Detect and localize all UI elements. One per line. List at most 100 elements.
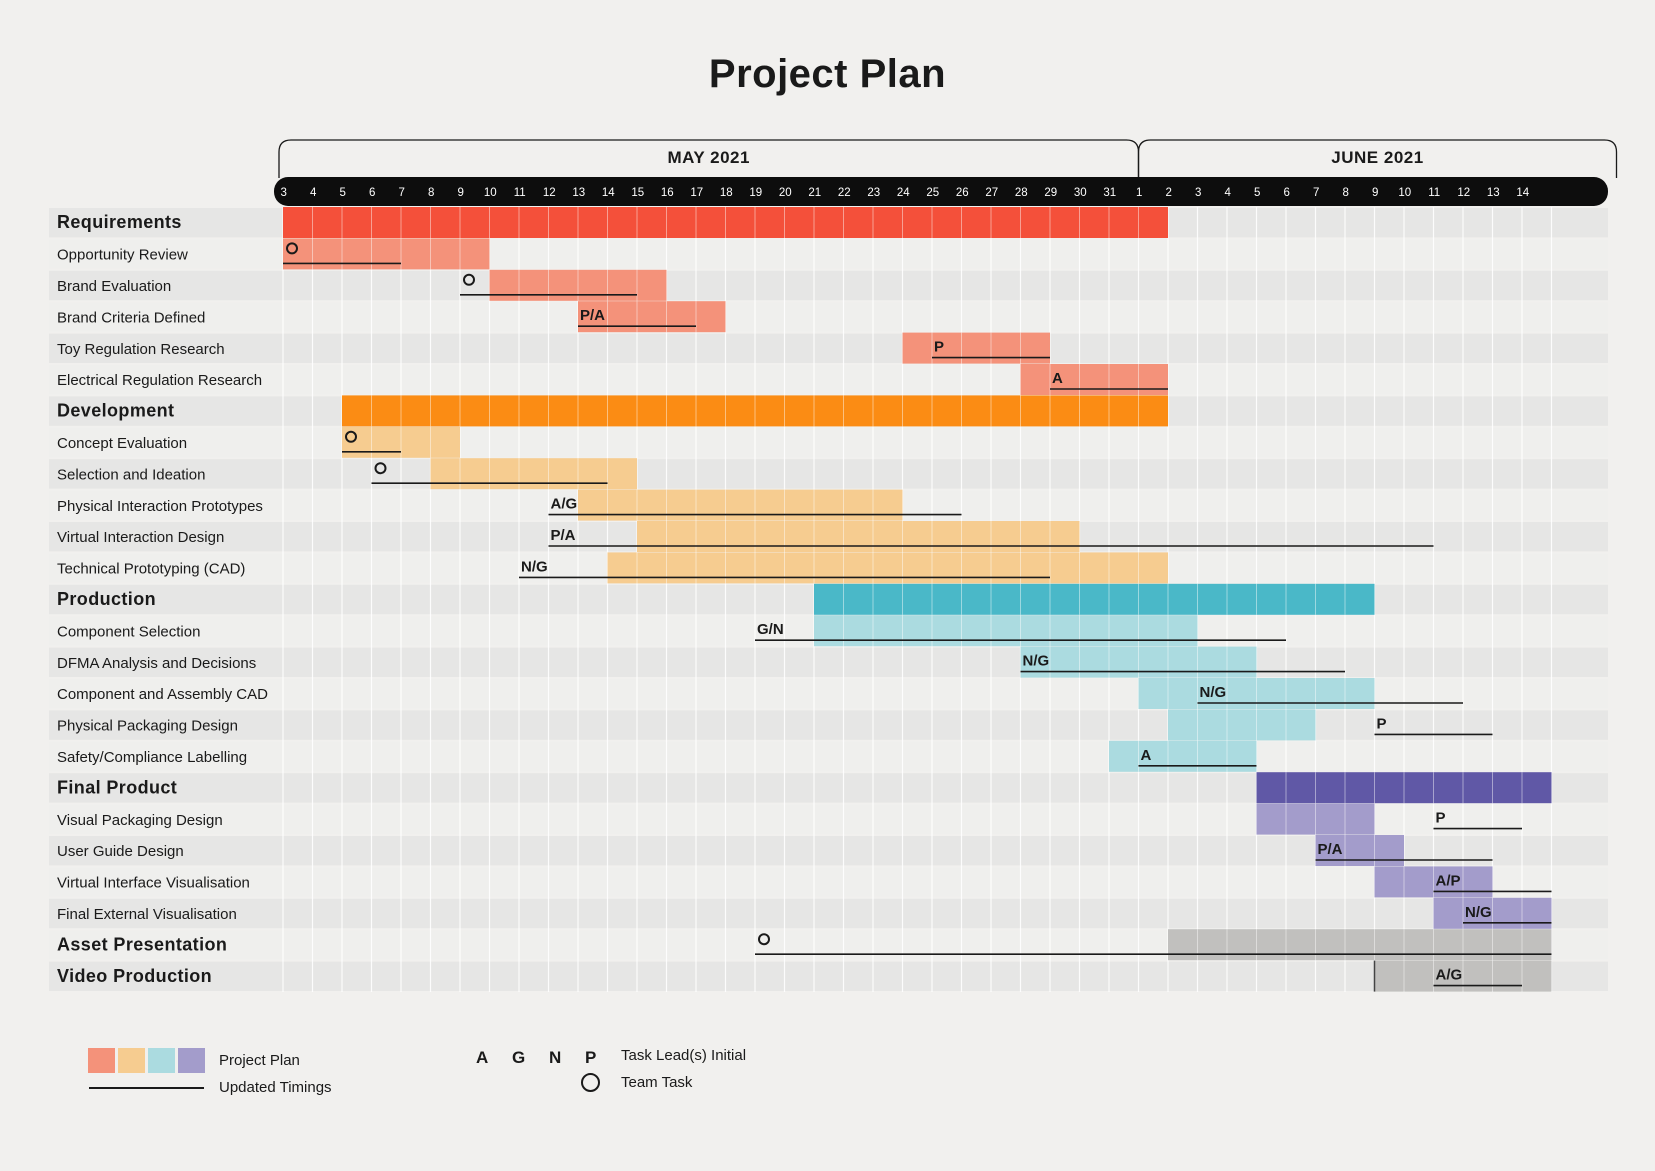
row-band [49, 867, 1608, 897]
legend-lead-letter-p: P [585, 1048, 597, 1067]
row-label: Requirements [57, 212, 182, 232]
legend-updated-timings-label: Updated Timings [219, 1079, 332, 1096]
day-tick-label: 28 [1015, 187, 1028, 199]
task-lead-label: A/G [551, 496, 578, 513]
day-tick-label: 21 [808, 187, 821, 199]
legend-swatch-requirements [88, 1048, 115, 1073]
plan-bar [814, 583, 1375, 615]
month-label: MAY 2021 [668, 148, 750, 167]
row-label: Component and Assembly CAD [57, 686, 268, 703]
row-label: Physical Interaction Prototypes [57, 498, 263, 515]
row-label: Visual Packaging Design [57, 812, 223, 829]
day-tick-label: 31 [1103, 187, 1116, 199]
plan-bar [578, 489, 903, 521]
legend-lead-letter-a: A [476, 1048, 489, 1067]
plan-bar [1256, 803, 1375, 835]
row-label: User Guide Design [57, 843, 184, 860]
legend-team-task-label: Team Task [621, 1074, 693, 1091]
legend-updated-line [89, 1087, 204, 1089]
row-label: Virtual Interface Visualisation [57, 875, 250, 892]
day-tick-label: 18 [720, 187, 733, 199]
team-task-marker-icon [374, 462, 387, 475]
row-label: Safety/Compliance Labelling [57, 749, 247, 766]
day-tick-label: 1 [1136, 187, 1142, 199]
task-lead-label: A [1141, 747, 1152, 764]
day-tick-label: 17 [690, 187, 703, 199]
row-label: Selection and Ideation [57, 466, 205, 483]
team-task-marker-icon [758, 933, 770, 946]
day-tick-label: 10 [1398, 187, 1411, 199]
row-band [49, 961, 1608, 991]
day-tick-label: 10 [484, 187, 497, 199]
row-band [49, 459, 1608, 489]
plan-bar [1168, 709, 1316, 741]
day-tick-label: 29 [1044, 187, 1057, 199]
task-lead-label: N/G [1200, 684, 1227, 701]
day-tick-label: 4 [310, 187, 317, 199]
chart-title: Project Plan [708, 52, 947, 96]
row-label: Toy Regulation Research [57, 341, 225, 358]
day-tick-label: 14 [1516, 187, 1529, 199]
plan-bar [607, 552, 1168, 584]
day-tick-label: 3 [1195, 187, 1201, 199]
row-label: Opportunity Review [57, 247, 188, 264]
row-label: DFMA Analysis and Decisions [57, 655, 256, 672]
team-task-marker-icon [463, 273, 475, 286]
row-label: Final External Visualisation [57, 906, 237, 923]
row-label: Development [57, 401, 174, 421]
day-tick-label: 24 [897, 187, 910, 199]
task-lead-label: P/A [580, 307, 605, 324]
row-band [49, 302, 1608, 332]
plan-bar [1109, 740, 1257, 772]
legend-swatch-production [148, 1048, 175, 1073]
team-task-marker-icon [345, 430, 357, 443]
plan-bar [902, 332, 1050, 364]
legend-lead-letter-n: N [549, 1048, 562, 1067]
row-band [49, 647, 1608, 677]
row-band [49, 365, 1608, 395]
team-task-circle-icon [581, 1073, 600, 1092]
day-tick-label: 25 [926, 187, 939, 199]
row-band [49, 427, 1608, 458]
task-lead-label: N/G [1023, 653, 1050, 670]
row-label: Video Production [57, 966, 212, 986]
month-bracket [1137, 139, 1618, 178]
plan-bar [814, 615, 1198, 647]
plan-bar [1138, 678, 1375, 709]
legend-lead-letter-g: G [512, 1048, 526, 1067]
day-tick-label: 15 [631, 187, 644, 199]
plan-bar [1374, 866, 1493, 898]
plan-bar [1374, 960, 1552, 992]
plan-bar [1168, 929, 1552, 961]
row-band [49, 741, 1608, 772]
legend: Project Plan Updated Timings A G N P Tas… [0, 1030, 1655, 1150]
day-tick-label: 9 [458, 187, 464, 199]
day-tick-label: 3 [281, 187, 287, 199]
day-tick-label: 19 [749, 187, 762, 199]
day-tick-label: 23 [867, 187, 880, 199]
row-label: Asset Presentation [57, 934, 227, 954]
row-label: Concept Evaluation [57, 435, 187, 452]
day-tick-label: 9 [1372, 187, 1378, 199]
plan-bar [1020, 646, 1257, 678]
plan-bar [283, 207, 1168, 238]
plan-bar [430, 458, 637, 490]
task-lead-label: P [934, 339, 944, 356]
day-tick-label: 16 [661, 187, 674, 199]
row-band [49, 333, 1608, 363]
task-lead-label: P/A [1318, 841, 1343, 858]
row-band [49, 710, 1608, 740]
row-band [49, 270, 1608, 301]
team-task-marker-icon [286, 242, 298, 255]
day-tick-label: 26 [956, 187, 969, 199]
task-lead-label: P/A [551, 527, 576, 544]
month-bracket [278, 139, 1140, 178]
day-tick-label: 6 [1284, 187, 1290, 199]
day-tick-label: 8 [1343, 187, 1349, 199]
day-tick-label: 13 [572, 187, 585, 199]
legend-swatch-development [118, 1048, 145, 1073]
day-tick-label: 13 [1487, 187, 1500, 199]
plan-bar [1433, 897, 1552, 929]
day-tick-label: 11 [514, 187, 526, 199]
